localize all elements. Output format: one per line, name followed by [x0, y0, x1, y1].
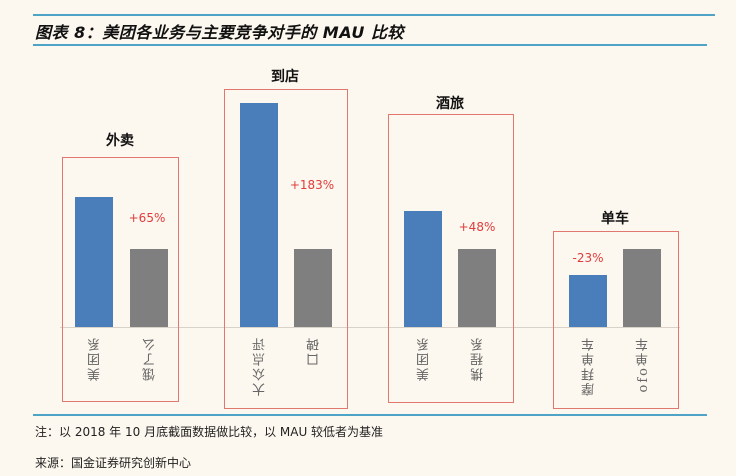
- chart-title: 图表 8：美团各业务与主要竞争对手的 MAU 比较: [35, 23, 404, 42]
- category-label: 摩拜单车: [582, 336, 597, 396]
- source-note: 来源：国金证券研究创新中心: [35, 456, 192, 470]
- category-label: 大众点评: [253, 336, 268, 396]
- category-label: 美团系: [88, 336, 103, 381]
- group-label-hotel-travel: 酒旅: [436, 96, 464, 112]
- bar-koubei: [294, 249, 332, 327]
- pct-label-in-store: +183%: [289, 178, 335, 192]
- bar-ofo: [623, 249, 661, 327]
- category-label: 饿了么: [143, 336, 158, 381]
- top-rule: [33, 14, 715, 16]
- category-label: 口碑: [307, 336, 322, 366]
- group-label-in-store: 到店: [271, 69, 299, 85]
- group-box-bike: [553, 231, 679, 409]
- bar-ctrip: [458, 249, 496, 327]
- bottom-rule: [33, 414, 707, 416]
- group-label-bike: 单车: [601, 211, 629, 227]
- group-box-in-store: [224, 89, 348, 409]
- category-label: 美团系: [417, 336, 432, 381]
- bar-dianping: [240, 103, 278, 327]
- category-label: ofo单车: [636, 336, 651, 393]
- group-box-hotel-travel: [388, 114, 514, 403]
- bar-meituan-hotel: [404, 211, 442, 327]
- title-bottom-rule: [33, 44, 707, 46]
- pct-label-hotel-travel: +48%: [458, 220, 496, 234]
- bar-mobike: [569, 275, 607, 327]
- category-label: 携程系: [471, 336, 486, 381]
- group-box-takeaway: [62, 157, 179, 402]
- group-label-takeaway: 外卖: [106, 133, 134, 149]
- footnote: 注：以 2018 年 10 月底截面数据做比较，以 MAU 较低者为基准: [35, 425, 384, 439]
- pct-label-bike: -23%: [572, 251, 604, 265]
- bar-eleme: [130, 249, 168, 327]
- bar-meituan-takeaway: [75, 197, 113, 327]
- pct-label-takeaway: +65%: [128, 211, 166, 225]
- x-axis: [60, 327, 680, 328]
